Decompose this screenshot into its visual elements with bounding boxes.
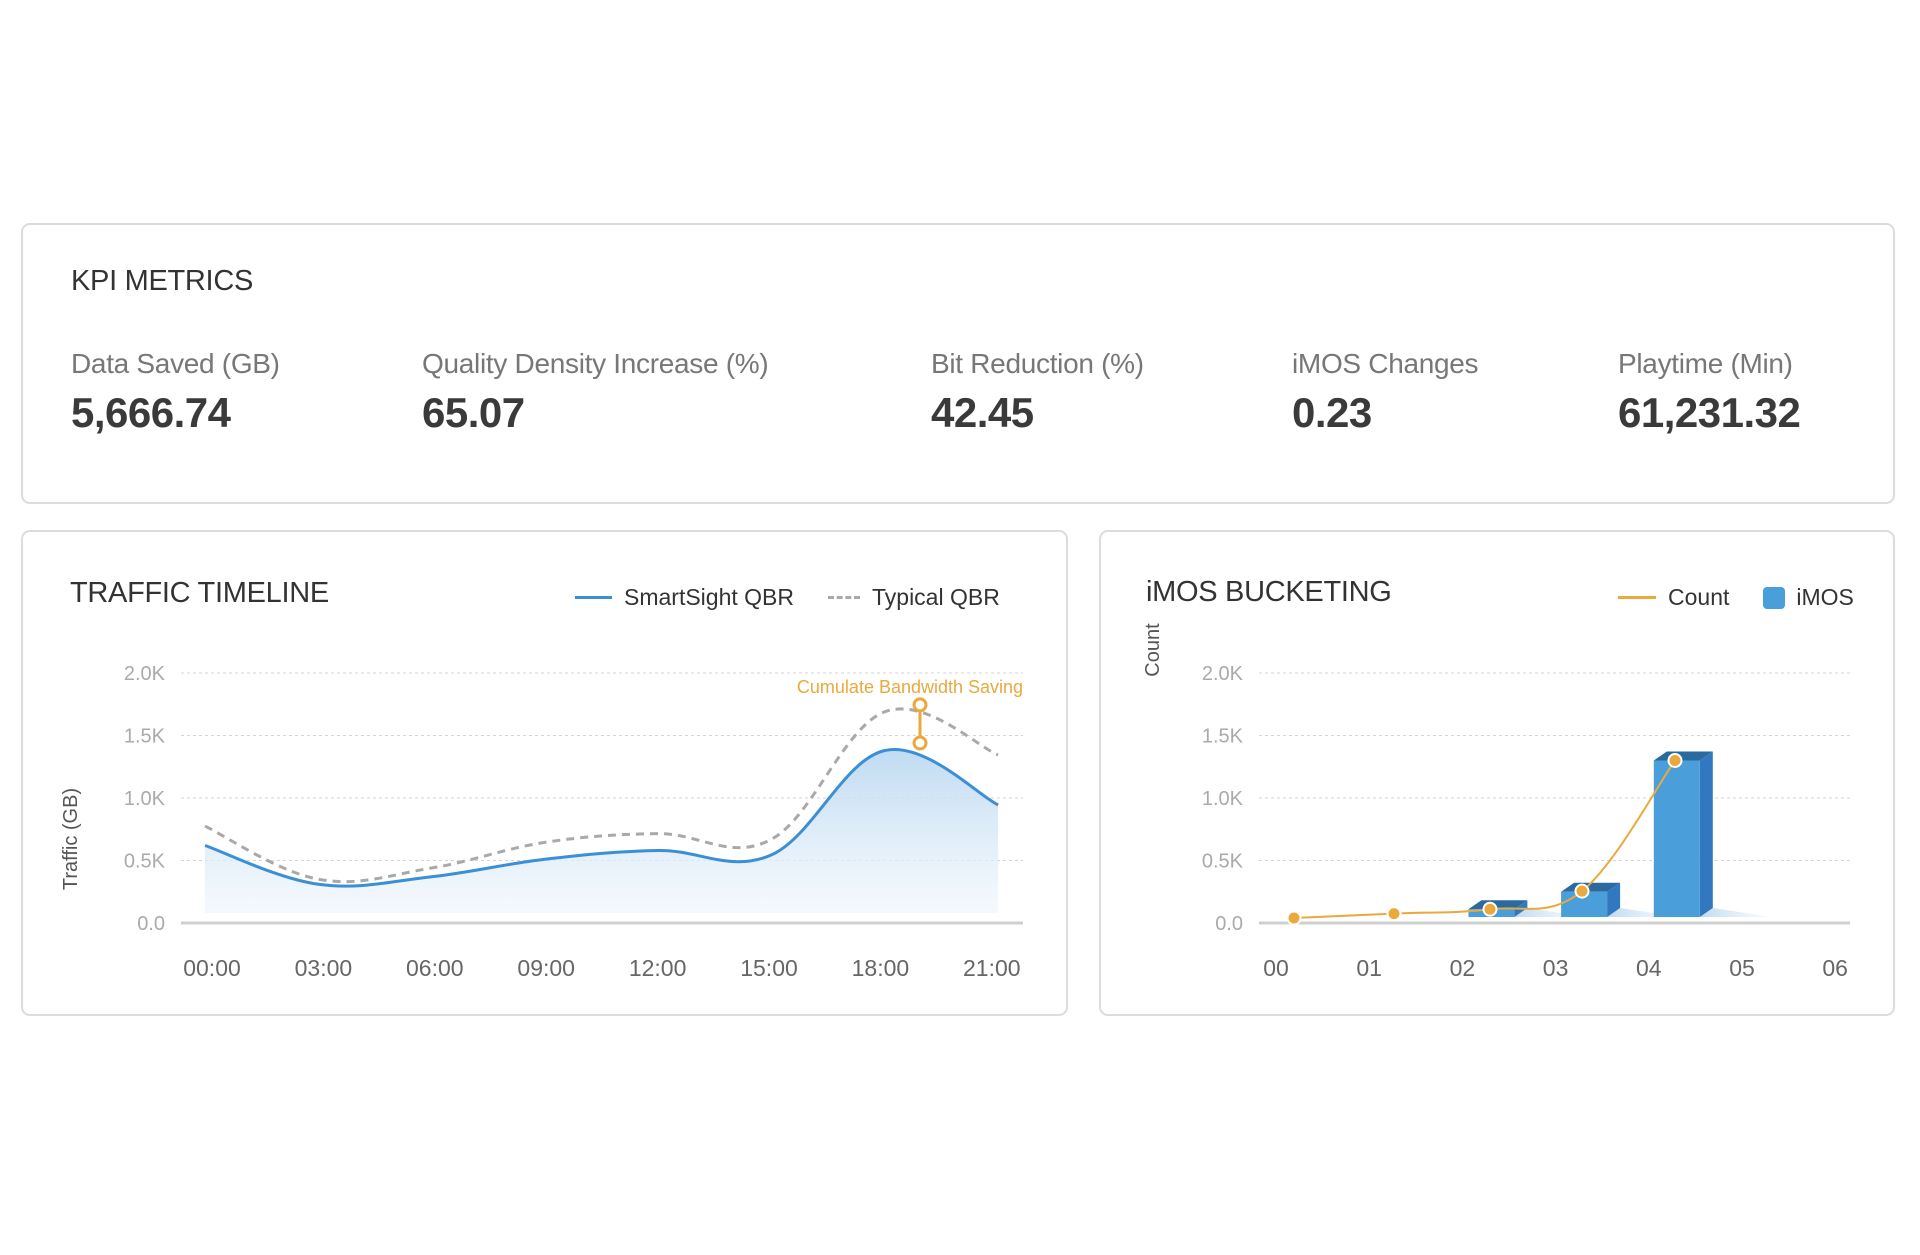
kpi-value: 0.23 [1292,389,1372,436]
kpi-bit-reduction: Bit Reduction (%) 42.45 [931,350,1144,434]
kpi-value: 42.45 [931,389,1034,436]
x-tick-label: 03 [1543,955,1569,981]
count-dot[interactable] [1574,883,1590,899]
typical-qbr-line [204,707,999,884]
count-dot[interactable] [1667,753,1683,768]
kpi-value: 5,666.74 [71,389,231,436]
count-dot[interactable] [1482,901,1498,917]
x-tick-label: 12:00 [629,955,687,981]
legend-item-count[interactable]: Count [1618,584,1729,611]
count-dot[interactable] [1386,906,1402,922]
y-tick-label: 1.5K [1202,726,1244,748]
y-tick-label: 0.5K [1202,851,1244,873]
y-tick-label: 1.0K [124,788,166,810]
legend-item-typical-qbr[interactable]: Typical QBR [828,584,1000,611]
legend-label: Typical QBR [872,584,1000,610]
solid-line-icon [575,596,612,599]
bar-shadow [1699,908,1773,917]
legend-item-imos[interactable]: iMOS [1763,584,1854,611]
y-axis-title: Traffic (GB) [60,788,82,890]
y-tick-label: 0.0 [137,913,165,935]
y-tick-label: 1.5K [124,726,166,748]
legend-label: SmartSight QBR [624,584,794,610]
kpi-label: Playtime (Min) [1618,348,1793,379]
x-tick-label: 15:00 [740,955,798,981]
annotation-dot[interactable] [912,735,928,751]
x-tick-label: 02 [1450,955,1476,981]
y-axis-title: Count [1142,623,1164,677]
imos-legend: Count iMOS [1618,584,1854,611]
x-tick-label: 05 [1729,955,1755,981]
line-icon [1618,596,1656,599]
y-tick-label: 0.5K [124,851,166,873]
kpi-label: Data Saved (GB) [71,348,280,379]
imos-bar[interactable] [1653,751,1773,918]
y-tick-label: 0.0 [1215,913,1243,935]
x-tick-label: 18:00 [852,955,910,981]
legend-label: Count [1668,584,1730,610]
smartsight-area [205,749,999,913]
x-tick-label: 00:00 [183,955,241,981]
kpi-playtime: Playtime (Min) 61,231.32 [1618,348,1801,436]
y-tick-label: 2.0K [124,663,166,685]
imos-bucketing-chart: 0.0 0.5K 1.0K 1.5K 2.0K 00 01 02 03 04 05 06 Count [1142,623,1850,981]
dashed-line-icon [828,596,860,599]
kpi-label: iMOS Changes [1292,348,1479,379]
traffic-legend: SmartSight QBR Typical QBR [575,584,1000,611]
y-tick-label: 2.0K [1202,663,1244,685]
kpi-imos-changes: iMOS Changes 0.23 [1292,348,1479,436]
y-tick-label: 1.0K [1202,788,1244,810]
x-tick-label: 21:00 [963,955,1021,981]
square-icon [1763,586,1786,609]
kpi-data-saved: Data Saved (GB) 5,666.74 [71,350,280,434]
imos-bucketing-card: iMOS BUCKETING Count iMOS 0.0 0.5K 1.0K 1.5… [1099,530,1895,1016]
annotation-label: Cumulate Bandwidth Saving [797,677,1023,697]
x-tick-label: 01 [1356,955,1382,981]
traffic-timeline-card: TRAFFIC TIMELINE SmartSight QBR Typical … [21,530,1068,1016]
kpi-value: 61,231.32 [1618,389,1801,436]
kpi-label: Quality Density Increase (%) [422,348,769,379]
legend-label: iMOS [1796,584,1854,610]
kpi-value: 65.07 [422,389,525,436]
x-tick-label: 03:00 [295,955,353,981]
count-dot[interactable] [1286,910,1302,926]
kpi-metrics-title: KPI METRICS [71,265,253,297]
imos-bucketing-title: iMOS BUCKETING [1146,576,1392,608]
kpi-quality-density-increase: Quality Density Increase (%) 65.07 [422,348,769,436]
x-tick-label: 09:00 [517,955,575,981]
x-tick-label: 06:00 [406,955,464,981]
smartsight-qbr-line [204,747,999,888]
legend-item-smartsight-qbr[interactable]: SmartSight QBR [575,584,794,611]
x-tick-label: 00 [1263,955,1289,981]
kpi-metrics-card: KPI METRICS Data Saved (GB) 5,666.74 Qua… [21,223,1895,504]
x-tick-label: 04 [1636,955,1662,981]
traffic-timeline-title: TRAFFIC TIMELINE [70,577,329,609]
kpi-label: Bit Reduction (%) [931,348,1144,379]
annotation-dot[interactable] [912,697,928,713]
traffic-timeline-chart: 0.0 0.5K 1.0K 1.5K 2.0K 00:00 03:00 06:00 09:00 1… [60,663,1023,981]
x-tick-label: 06 [1822,955,1848,981]
